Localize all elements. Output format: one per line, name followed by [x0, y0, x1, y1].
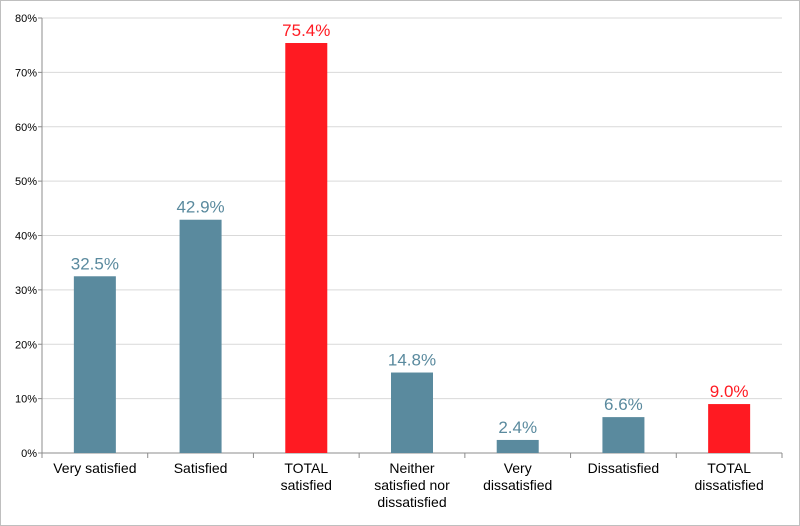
y-tick-label: 50%: [15, 176, 37, 188]
category-label: TOTAL satisfied: [281, 460, 332, 493]
y-tick-label: 20%: [15, 339, 37, 351]
bar: [73, 276, 116, 453]
bar: [708, 404, 751, 453]
category-label: TOTAL dissatisfied: [695, 460, 764, 493]
bar: [285, 43, 328, 453]
category-label: Very dissatisfied: [483, 460, 552, 493]
y-tick-label: 0%: [21, 448, 37, 460]
category-label: Satisfied: [174, 460, 228, 476]
data-label: 75.4%: [282, 21, 330, 40]
category-label: Very satisfied: [53, 460, 136, 476]
data-label: 14.8%: [388, 351, 436, 370]
y-tick-label: 80%: [15, 13, 37, 25]
y-tick-label: 40%: [15, 231, 37, 243]
y-tick-label: 10%: [15, 394, 37, 406]
y-tick-label: 70%: [15, 67, 37, 79]
data-label: 9.0%: [710, 382, 749, 401]
bar: [602, 417, 645, 453]
category-label: Dissatisfied: [588, 460, 660, 476]
category-label: Neither satisfied nor dissatisfied: [374, 460, 450, 510]
data-label: 32.5%: [71, 254, 119, 273]
y-tick-label: 60%: [15, 122, 37, 134]
bar: [496, 439, 539, 453]
data-label: 2.4%: [498, 418, 537, 437]
data-label: 6.6%: [604, 395, 643, 414]
data-label: 42.9%: [176, 198, 224, 217]
bar: [179, 219, 222, 453]
bar: [391, 372, 433, 453]
y-tick-label: 30%: [15, 285, 37, 297]
